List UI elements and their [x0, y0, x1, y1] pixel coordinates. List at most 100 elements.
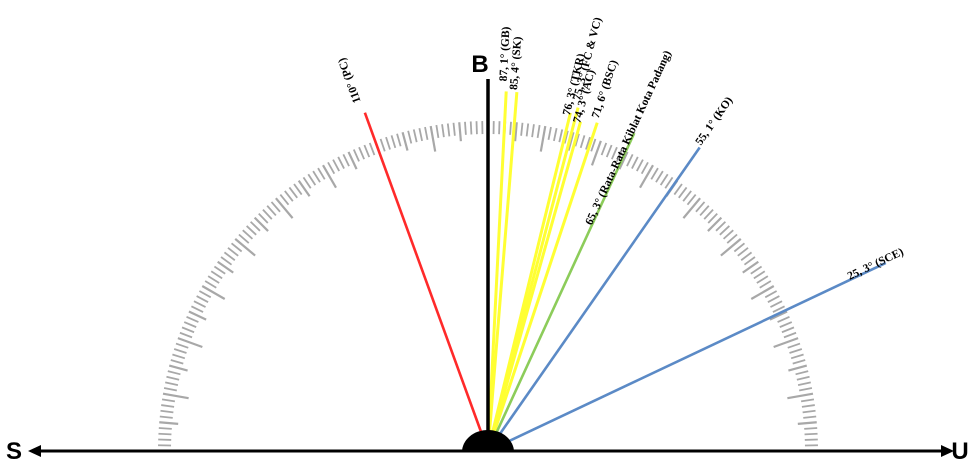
protractor-tick: [342, 154, 350, 167]
protractor-tick: [659, 173, 669, 186]
protractor-tick: [590, 138, 597, 152]
protractor-tick: [368, 142, 376, 156]
protractor-tick: [539, 125, 547, 152]
protractor-tick: [407, 130, 413, 144]
protractor-tick: [743, 256, 756, 266]
north-arrow-head: [941, 445, 954, 457]
protractor-tick: [703, 209, 714, 220]
protractor-tick: [173, 348, 187, 354]
ray-label-avg: 65, 3° (Rata-Rata Kiblat Kota Padang): [583, 49, 674, 227]
protractor-tick: [804, 432, 818, 436]
protractor-tick: [618, 151, 629, 170]
qibla-direction-rays: [363, 91, 887, 453]
protractor-tick: [337, 156, 345, 169]
protractor-tick: [796, 375, 810, 381]
south-arrow-head: [28, 445, 41, 457]
protractor-tick: [246, 225, 257, 236]
protractor-tick: [767, 295, 780, 303]
protractor-tick: [664, 176, 674, 189]
protractor-tick: [525, 123, 530, 137]
protractor-tick: [217, 260, 234, 274]
protractor-tick: [626, 154, 634, 167]
protractor-tick: [161, 398, 176, 403]
protractor-tick: [441, 124, 445, 138]
protractor-tick: [579, 135, 586, 149]
protractor-tick: [720, 238, 742, 257]
protractor-tick: [514, 122, 518, 142]
protractor-tick: [772, 305, 785, 313]
protractor-tick: [347, 151, 358, 170]
protractor-tick: [183, 321, 197, 328]
protractor-tick: [193, 300, 206, 308]
protractor-tick: [258, 212, 269, 224]
protractor-tick: [740, 251, 753, 261]
protractor-tick: [363, 144, 371, 158]
protractor-tick: [175, 342, 189, 349]
protractor-tick: [616, 149, 624, 162]
protractor-tick: [435, 124, 440, 139]
protractor-tick: [803, 415, 817, 419]
protractor-tick: [297, 180, 311, 197]
protractor-tick: [787, 392, 814, 400]
protractor-tick: [790, 353, 804, 360]
protractor-tick: [177, 337, 203, 349]
protractor-tick: [352, 149, 360, 162]
protractor-tick: [162, 392, 189, 400]
protractor-tick: [230, 242, 243, 253]
protractor-tick: [327, 161, 336, 175]
protractor-tick: [418, 128, 423, 142]
protractor-tick: [204, 280, 217, 289]
protractor-tick: [788, 364, 808, 372]
protractor-tick: [223, 251, 236, 261]
protractor-tick: [804, 427, 818, 430]
protractor-tick: [574, 133, 580, 147]
protractor-tick: [191, 305, 204, 313]
protractor-tick: [655, 170, 664, 183]
protractor-tick: [242, 229, 254, 240]
protractor-tick: [238, 233, 250, 244]
protractor-tick: [266, 205, 277, 217]
protractor-tick: [707, 212, 718, 224]
protractor-tick: [234, 238, 256, 257]
ray-ko: [486, 146, 701, 452]
protractor-tick: [797, 421, 817, 425]
protractor-tick: [783, 331, 797, 339]
protractor-tick: [726, 233, 738, 244]
south-label: S: [6, 438, 22, 461]
protractor-tick: [769, 310, 788, 321]
protractor-tick: [753, 270, 766, 280]
ray-label-gb: 87, 1° (GB): [498, 26, 513, 81]
protractor-tick: [650, 167, 659, 180]
west-label: B: [471, 51, 488, 78]
protractor-tick: [446, 123, 451, 137]
protractor-tick: [764, 290, 778, 299]
protractor-tick: [275, 197, 294, 219]
protractor-tick: [715, 221, 727, 232]
protractor-tick: [699, 205, 710, 217]
protractor-tick: [452, 122, 456, 136]
protractor-tick: [168, 364, 188, 372]
protractor-tick: [779, 321, 793, 328]
protractor-tick: [636, 159, 644, 172]
protractor-tick: [188, 310, 207, 321]
protractor-tick: [611, 146, 618, 160]
protractor-tick: [159, 421, 179, 425]
protractor-tick: [390, 135, 397, 149]
protractor-tick: [802, 409, 816, 414]
protractor-tick: [520, 122, 524, 136]
protractor-tick: [536, 124, 541, 139]
protractor-tick: [469, 121, 473, 135]
protractor-tick: [317, 167, 326, 180]
protractor-tick: [279, 193, 290, 206]
protractor-scale: [158, 121, 818, 447]
protractor-tick: [220, 256, 233, 266]
protractor-tick: [567, 131, 575, 151]
protractor-tick: [750, 285, 775, 300]
protractor-tick: [792, 359, 806, 365]
ray-label-bsc: 71, 6° (BSC): [590, 58, 621, 119]
protractor-tick: [722, 229, 734, 240]
ray-pc: [363, 112, 490, 452]
protractor-tick: [196, 295, 209, 303]
protractor-tick: [800, 398, 815, 403]
ray-labels: 87, 1° (GB)85, 4° (SK) 76, 3° (TKR)75, 3°…: [336, 16, 906, 283]
